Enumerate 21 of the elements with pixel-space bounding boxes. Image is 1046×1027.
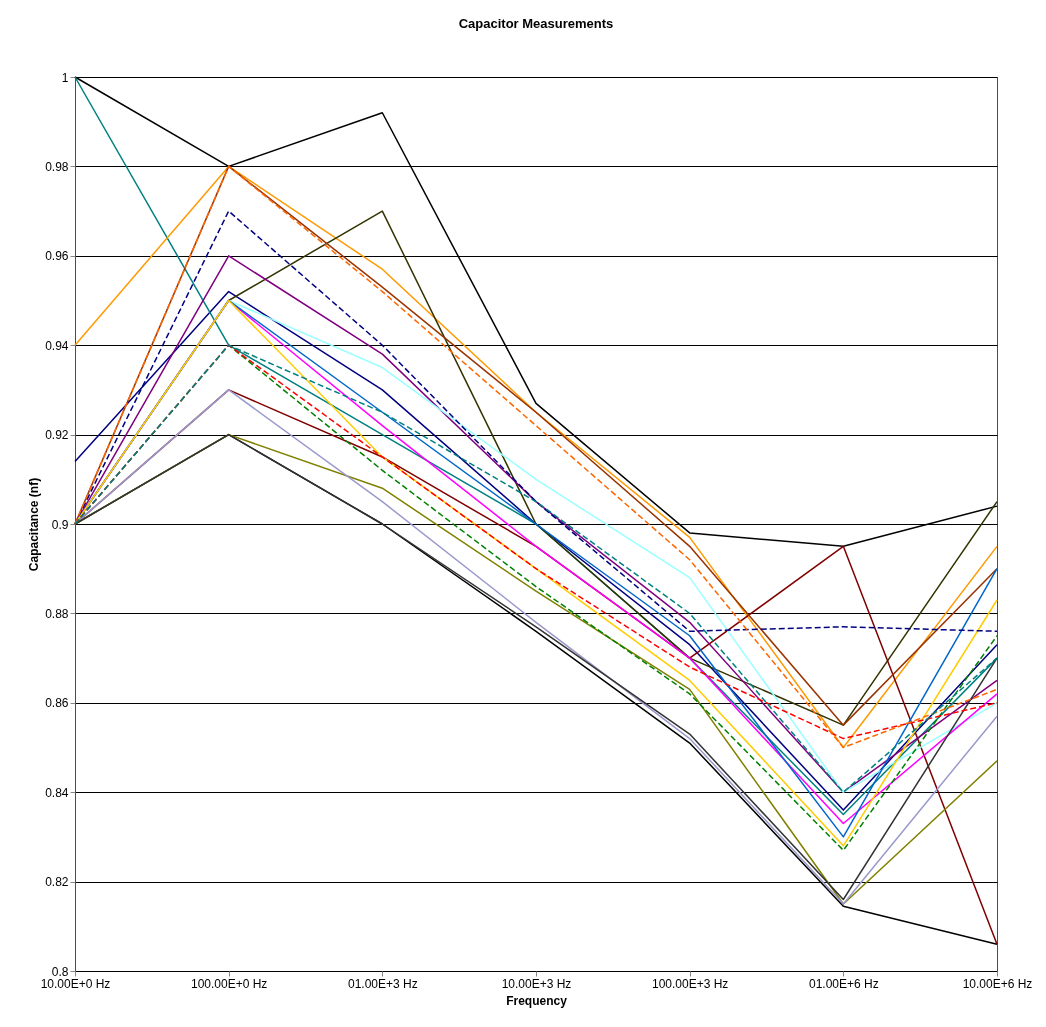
y-tick-label: 0.8 xyxy=(51,964,69,979)
x-tick-label: 100.00E+0 Hz xyxy=(190,976,268,991)
y-tick-label: 0.84 xyxy=(45,785,69,800)
y-tick-label: 0.88 xyxy=(45,606,69,621)
y-tick-label: 0.94 xyxy=(45,338,69,353)
x-tick-label: 01.00E+6 Hz xyxy=(808,976,879,991)
x-axis-title: Frequency xyxy=(506,993,568,1008)
x-tick-label: 10.00E+3 Hz xyxy=(501,976,572,991)
y-tick-label: 0.86 xyxy=(45,696,69,711)
y-axis-title: Capacitance (nf) xyxy=(27,477,42,572)
y-tick-label: 0.82 xyxy=(45,875,69,890)
y-tick-label: 0.98 xyxy=(45,159,69,174)
chart-title: Capacitor Measurements xyxy=(458,16,614,31)
y-tick-label: 1 xyxy=(61,70,69,85)
y-tick-label: 0.92 xyxy=(45,428,69,443)
x-tick-label: 100.00E+3 Hz xyxy=(651,976,729,991)
x-tick-label: 01.00E+3 Hz xyxy=(347,976,418,991)
y-tick-label: 0.96 xyxy=(45,249,69,264)
x-tick-label: 10.00E+0 Hz xyxy=(40,976,111,991)
y-tick-label: 0.9 xyxy=(51,517,69,532)
x-tick-label: 10.00E+6 Hz xyxy=(962,976,1033,991)
